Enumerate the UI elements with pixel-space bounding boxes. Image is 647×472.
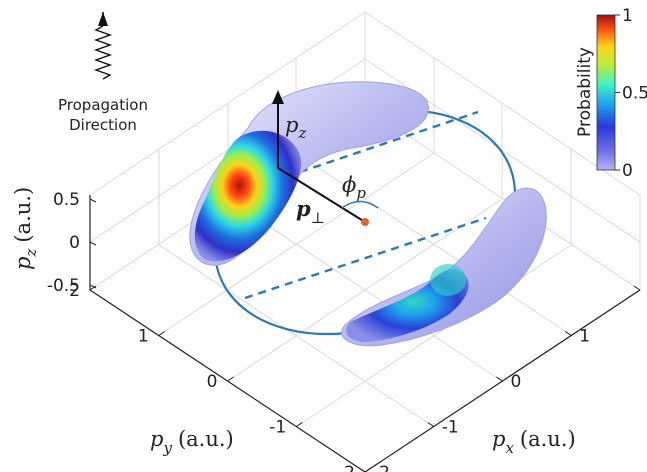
- y-tick-mark: [364, 467, 372, 472]
- z-ticks: -0.5 0 0.5: [47, 190, 97, 296]
- pperp-line: [277, 167, 366, 223]
- colorbar-tick-label: 0.5: [622, 84, 647, 104]
- y-tick-label: 1: [138, 327, 149, 347]
- phi-label-sub: p: [356, 184, 366, 202]
- z-tick-label: 0: [69, 233, 80, 253]
- x-axis-label: px (a.u.): [492, 427, 576, 457]
- y-tick-mark: [158, 331, 166, 336]
- colorbar-tick-label: 1: [622, 6, 633, 26]
- x-axis-label-sub: x: [505, 439, 514, 457]
- z-tick-label: -0.5: [47, 276, 80, 296]
- x-tick-label: 1: [579, 327, 590, 347]
- y-tick-mark: [89, 285, 97, 291]
- lobe-upper-left-core: [194, 130, 302, 262]
- y-axis-label-sub: y: [162, 439, 172, 457]
- y-axis-label-main: p: [150, 427, 163, 451]
- colorbar-tick-label: 0: [622, 161, 633, 181]
- z-tick-mark: [89, 198, 97, 203]
- x-tick-mark: [427, 422, 435, 427]
- x-tick-label: -1: [442, 418, 459, 438]
- y-tick-label: -2: [338, 463, 355, 472]
- colorbar-title: Probability: [575, 47, 595, 137]
- y-tick-label: -1: [269, 418, 286, 438]
- y-axis-label: py (a.u.): [150, 427, 234, 457]
- y-ticks: -2 -1 0 1 2: [69, 281, 372, 472]
- pperp-label: p⊥: [296, 196, 325, 227]
- x-axis-label-main: p: [492, 427, 505, 451]
- pperp-label-sub: ⊥: [311, 209, 325, 227]
- z-axis-label-unit: (a.u.): [11, 187, 35, 243]
- pz-label-sub: z: [297, 124, 306, 142]
- colorbar-bar: [596, 14, 616, 171]
- x-axis-label-unit: (a.u.): [520, 427, 576, 451]
- z-tick-mark: [89, 284, 97, 289]
- colorbar: Probability 00.51: [575, 6, 647, 181]
- x-tick-mark: [564, 331, 572, 336]
- phi-arc: [341, 200, 379, 209]
- propagation-annotation: Propagation Direction: [58, 12, 148, 134]
- pz-label: pz: [285, 113, 306, 142]
- z-axis-label-sub: z: [22, 249, 40, 258]
- y-tick-mark: [295, 422, 303, 427]
- z-tick-mark: [89, 241, 97, 246]
- phi-label: ϕp: [342, 173, 366, 202]
- x-tick-label: -2: [373, 463, 390, 472]
- lobe-lower-right-opening: [430, 264, 466, 296]
- colorbar-ticks: 00.51: [615, 6, 647, 181]
- pz-arrowhead: [272, 90, 284, 104]
- dashed-line-lower: [244, 216, 487, 300]
- z-tick-label: 0.5: [53, 190, 80, 210]
- y-tick-label: 2: [69, 281, 80, 301]
- z-axis-label: pz (a.u.): [11, 187, 40, 270]
- x-tick-mark: [496, 376, 503, 382]
- phi-label-main: ϕ: [342, 173, 356, 197]
- propagation-line1: Propagation: [58, 96, 148, 114]
- y-axis-label-unit: (a.u.): [178, 427, 234, 451]
- z-axis-label-main: p: [11, 257, 35, 270]
- x-tick-label: 0: [511, 372, 522, 392]
- y-tick-mark: [227, 376, 234, 382]
- y-tick-label: 0: [207, 372, 218, 392]
- axes-box: [89, 11, 641, 472]
- x-tick-mark: [358, 467, 366, 472]
- dashed-line-upper: [299, 110, 479, 174]
- x-tick-mark: [633, 285, 641, 291]
- origin-marker: [361, 218, 369, 226]
- pz-label-main: p: [285, 113, 298, 137]
- pperp-label-main: p: [296, 196, 311, 221]
- propagation-line2: Direction: [69, 116, 137, 134]
